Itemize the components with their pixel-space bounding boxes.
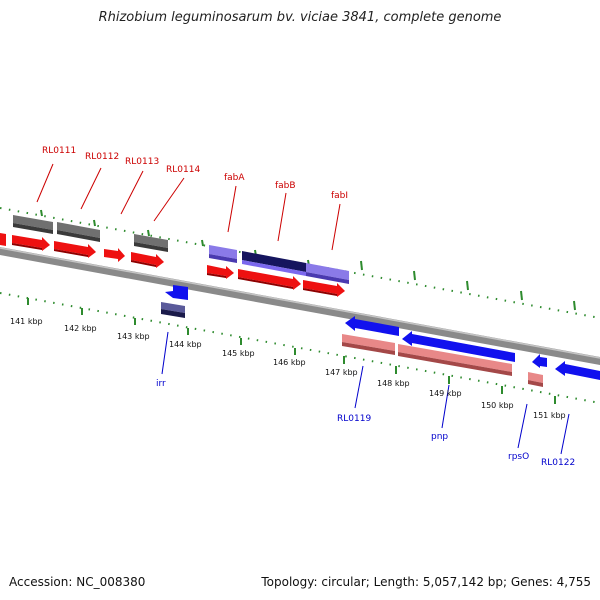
gene-fabB[interactable] [242,251,306,272]
tick [147,229,150,237]
cds-shadow [207,273,226,278]
cds-shadow [238,277,293,289]
label-RL0111: RL0111 [42,146,76,156]
kbp-label: 142 kbp [64,324,97,333]
tick [93,219,96,227]
kbp-label: 144 kbp [169,340,202,349]
reverse-gene-track [161,302,543,387]
cds-arrow[interactable] [12,235,50,251]
gene-rpsO-shade [528,380,543,387]
cds-arrow[interactable] [555,361,600,380]
tick [201,239,204,247]
leader-RL0114 [153,177,185,222]
genome-summary-text: Topology: circular; Length: 5,057,142 bp… [261,575,591,589]
cds-arrow[interactable] [0,233,6,246]
reverse-cds-track [165,285,600,380]
cds-arrow[interactable] [54,241,96,258]
label-fabI: fabI [331,191,348,201]
label-fabB: fabB [275,181,296,191]
label-pnp: pnp [431,432,448,442]
kbp-label: 146 kbp [273,358,306,367]
accession-text: Accession: NC_008380 [9,575,146,589]
leader-fabI [331,203,341,251]
kbp-label: 143 kbp [117,332,150,341]
gene-pnp-shade [398,352,512,376]
top-major-ticks [40,209,576,311]
cds-arrow[interactable] [104,248,125,262]
kbp-label: 148 kbp [377,379,410,388]
forward-cds-shadow [12,243,337,296]
leader-fabB [277,192,287,242]
kbp-label: 147 kbp [325,368,358,377]
leader-RL0122 [560,413,570,455]
gene-pnp[interactable] [398,344,512,372]
gene-fabI[interactable] [306,263,349,280]
cds-arrow[interactable] [532,354,547,368]
leader-fabA [227,185,237,233]
cds-arrow[interactable] [402,331,515,362]
tick [40,209,43,217]
top-label-leaders [36,163,341,251]
kbp-label: 150 kbp [481,401,514,410]
tick [573,300,576,311]
label-RL0114: RL0114 [166,165,200,175]
gene-fabA[interactable] [209,245,237,259]
leader-RL0119 [354,365,364,409]
gene-fabA-shade [209,254,237,263]
kbp-label: 149 kbp [429,389,462,398]
gene-RL0112-shade [57,230,100,242]
gene-irr[interactable] [161,302,185,313]
cds-shadow [303,288,337,296]
map-title: Rhizobium leguminosarum bv. viciae 3841,… [98,10,502,25]
leader-irr [161,331,169,375]
bottom-label-leaders [161,331,570,455]
label-rpsO: rpsO [508,452,529,462]
kbp-label: 145 kbp [222,349,255,358]
cds-arrow[interactable] [131,252,164,268]
cds-arrow[interactable] [238,269,301,290]
gene-fabB-shade [242,260,306,276]
gene-irr-shade [161,309,185,318]
cds-arrow[interactable] [207,265,234,279]
gene-RL0114-shade [134,242,168,252]
cds-shadow [131,260,156,267]
forward-gene-track [13,215,349,284]
gene-RL0119-shade [342,342,395,355]
tick [466,280,469,291]
leader-RL0112 [80,167,102,210]
leader-RL0113 [120,170,144,215]
cds-shadow [12,243,42,250]
tick [520,290,523,301]
forward-cds-track [0,233,345,297]
cds-arrow[interactable] [345,316,399,336]
label-RL0119: RL0119 [337,414,371,424]
label-RL0113: RL0113 [125,157,159,167]
gene-RL0119[interactable] [342,334,395,351]
label-fabA: fabA [224,173,245,183]
gene-rpsO[interactable] [528,372,543,383]
cds-shadow [54,249,88,257]
gene-RL0111-shade [13,223,53,234]
kbp-label: 151 kbp [533,411,566,420]
gene-fabI-shade [306,272,349,284]
tick [413,270,416,281]
leader-pnp [441,384,450,429]
label-RL0122: RL0122 [541,458,575,468]
gene-RL0114[interactable] [134,234,168,248]
gene-RL0112[interactable] [57,222,100,238]
kbp-label: 141 kbp [10,317,43,326]
leader-RL0111 [36,163,54,203]
bottom-major-ticks [27,298,556,404]
gene-RL0111[interactable] [13,215,53,230]
cds-arrow[interactable] [165,285,188,300]
tick [360,260,363,271]
backbone-highlight [0,247,600,359]
label-irr: irr [156,379,166,389]
label-RL0112: RL0112 [85,152,119,162]
cds-arrow[interactable] [303,280,345,297]
genome-backbone [0,247,600,365]
leader-rpsO [517,403,528,449]
